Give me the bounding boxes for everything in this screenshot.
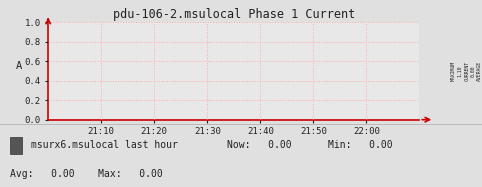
Text: msurx6.msulocal last hour: msurx6.msulocal last hour: [31, 140, 178, 150]
Text: Avg:   0.00    Max:   0.00: Avg: 0.00 Max: 0.00: [10, 169, 162, 179]
Title: pdu-106-2.msulocal Phase 1 Current: pdu-106-2.msulocal Phase 1 Current: [113, 8, 355, 21]
Text: Min:   0.00: Min: 0.00: [328, 140, 392, 150]
Text: MAXIMUM
1.10
CURRENT
0.00
AVERAGE
0.00: MAXIMUM 1.10 CURRENT 0.00 AVERAGE 0.00: [451, 61, 482, 81]
Text: Now:   0.00: Now: 0.00: [227, 140, 291, 150]
Y-axis label: A: A: [16, 61, 22, 71]
